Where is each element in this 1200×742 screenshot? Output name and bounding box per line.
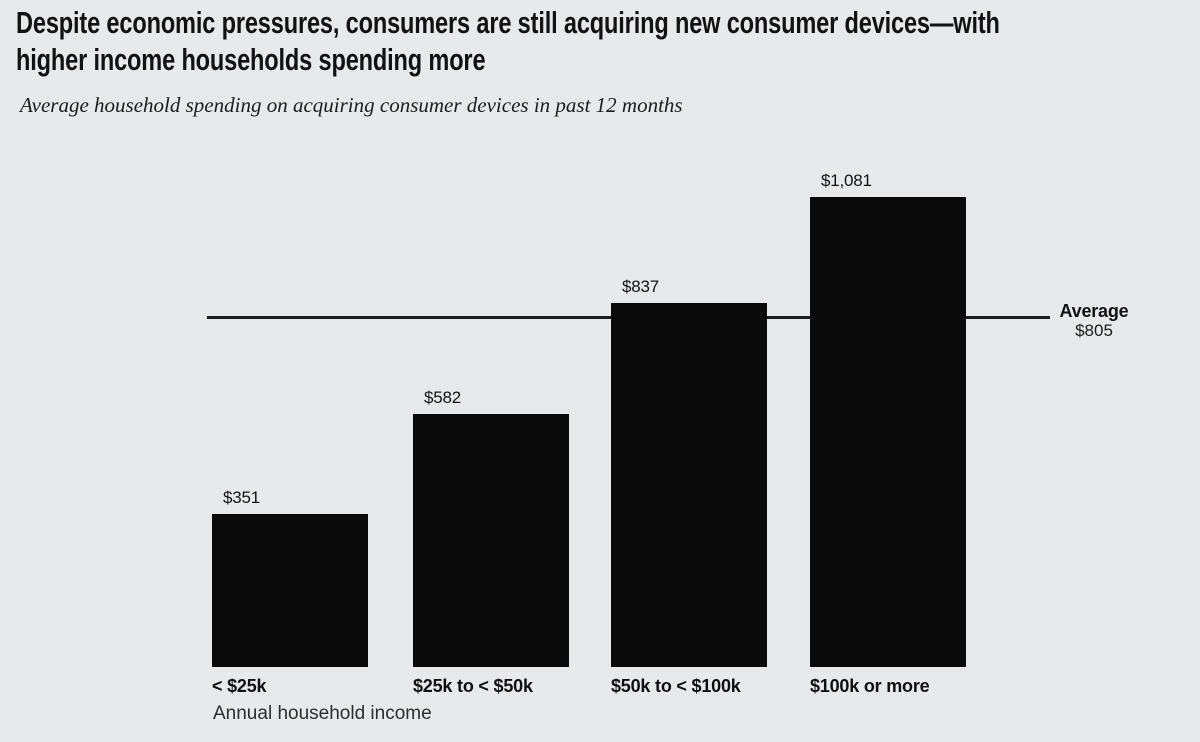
x-axis-title: Annual household income bbox=[213, 703, 432, 724]
bar-3 bbox=[611, 303, 767, 667]
bar-1 bbox=[212, 514, 368, 667]
bar-value-label-2: $582 bbox=[424, 388, 462, 407]
bar-value-label-1: $351 bbox=[223, 488, 261, 507]
bar-value-label-3: $837 bbox=[622, 277, 660, 296]
chart-subtitle: Average household spending on acquiring … bbox=[20, 93, 683, 117]
bar-2 bbox=[413, 414, 569, 667]
bar-category-label-2: $25k to < $50k bbox=[413, 676, 533, 696]
average-annotation-label: Average bbox=[1059, 301, 1129, 321]
bar-4 bbox=[810, 197, 966, 667]
chart-title: Despite economic pressures, consumers ar… bbox=[16, 4, 1200, 78]
chart-title-line-1: Despite economic pressures, consumers ar… bbox=[16, 5, 1000, 40]
bar-value-label-4: $1,081 bbox=[821, 171, 872, 190]
bar-category-label-4: $100k or more bbox=[810, 676, 930, 696]
chart-title-line-2: higher income households spending more bbox=[16, 42, 486, 77]
average-annotation-value: $805 bbox=[1075, 321, 1113, 340]
average-annotation: Average $805 bbox=[1052, 301, 1136, 341]
bar-category-label-3: $50k to < $100k bbox=[611, 676, 741, 696]
bar-category-label-1: < $25k bbox=[212, 676, 267, 696]
